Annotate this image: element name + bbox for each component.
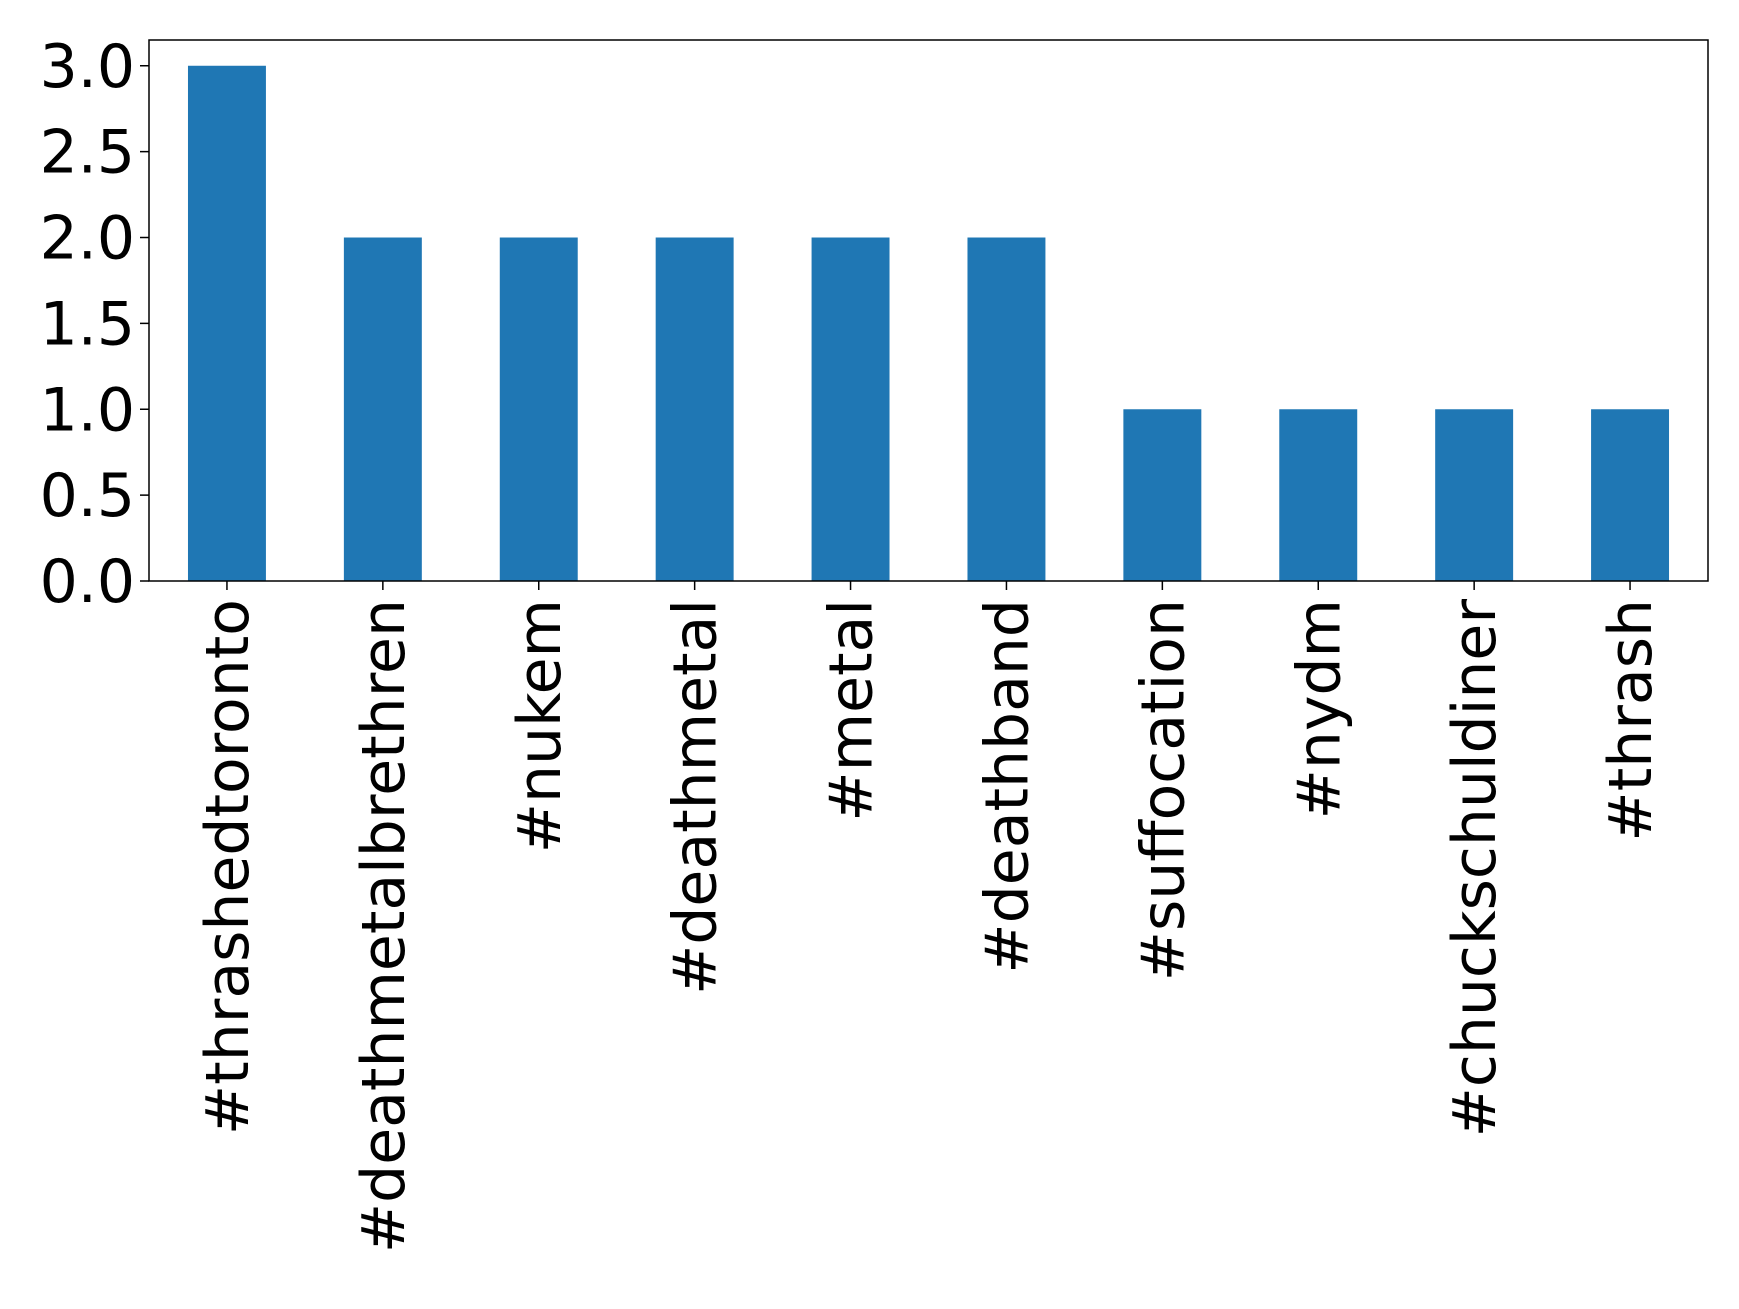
bar bbox=[1279, 409, 1358, 581]
x-tick-label: #nukem bbox=[505, 599, 575, 853]
y-tick-label: 2.0 bbox=[40, 204, 135, 274]
x-tick-label: #nydm bbox=[1284, 599, 1354, 819]
y-tick-label: 0.0 bbox=[40, 547, 135, 617]
x-tick-label: #metal bbox=[817, 599, 887, 822]
x-tick-label: #deathmetal bbox=[661, 599, 731, 995]
y-tick-label: 3.0 bbox=[40, 32, 135, 102]
y-tick-label: 0.5 bbox=[40, 461, 135, 531]
x-tick-label: #thrashedtoronto bbox=[193, 599, 263, 1135]
y-tick-label: 2.5 bbox=[40, 118, 135, 188]
y-tick-label: 1.0 bbox=[40, 375, 135, 445]
bar bbox=[655, 237, 734, 581]
x-tick-label: #thrash bbox=[1596, 599, 1666, 842]
plot-frame bbox=[148, 39, 1709, 582]
bar bbox=[1123, 409, 1202, 581]
y-tick-label: 1.5 bbox=[40, 289, 135, 359]
bar bbox=[1591, 409, 1670, 581]
bar bbox=[811, 237, 890, 581]
bar bbox=[499, 237, 578, 581]
bar bbox=[1435, 409, 1514, 581]
x-tick-label: #suffocation bbox=[1128, 599, 1198, 981]
bar bbox=[187, 65, 266, 581]
x-tick-label: #deathband bbox=[972, 599, 1042, 974]
bar bbox=[343, 237, 422, 581]
x-tick-label: #chuckschuldiner bbox=[1440, 599, 1510, 1138]
x-tick-label: #deathmetalbrethren bbox=[349, 599, 419, 1253]
bar bbox=[967, 237, 1046, 581]
